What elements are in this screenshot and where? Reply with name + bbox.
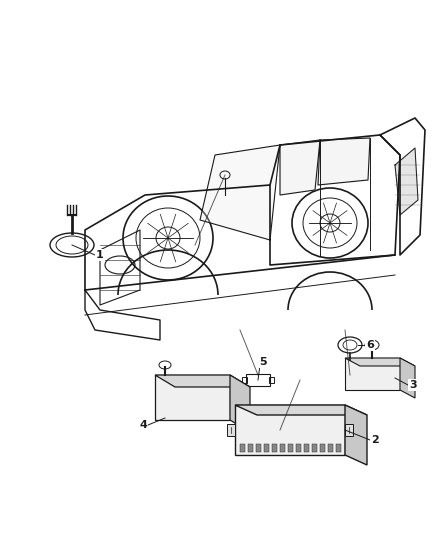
Polygon shape — [155, 375, 250, 387]
Text: 4: 4 — [139, 420, 147, 430]
Polygon shape — [318, 138, 370, 185]
Bar — [256, 444, 261, 452]
Bar — [312, 444, 317, 452]
Text: 5: 5 — [259, 357, 267, 367]
Bar — [345, 358, 400, 390]
Bar — [280, 444, 285, 452]
Text: 2: 2 — [371, 435, 379, 445]
Bar — [240, 444, 245, 452]
Bar — [155, 375, 230, 420]
Bar — [345, 424, 353, 436]
Polygon shape — [235, 405, 367, 415]
Text: 6: 6 — [366, 340, 374, 350]
Bar — [336, 444, 341, 452]
Text: 3: 3 — [409, 380, 417, 390]
Polygon shape — [395, 148, 418, 215]
Bar — [227, 424, 235, 436]
Polygon shape — [230, 375, 250, 432]
Polygon shape — [400, 358, 415, 398]
Bar — [272, 444, 277, 452]
Polygon shape — [345, 358, 415, 366]
Bar — [304, 444, 309, 452]
Polygon shape — [280, 140, 320, 195]
Polygon shape — [200, 145, 280, 240]
Polygon shape — [345, 405, 367, 465]
Bar — [264, 444, 269, 452]
Bar — [248, 444, 253, 452]
Text: 1: 1 — [96, 250, 104, 260]
Bar — [246, 374, 270, 386]
Bar — [242, 377, 247, 383]
Bar — [328, 444, 333, 452]
Bar — [296, 444, 301, 452]
Bar — [320, 444, 325, 452]
Bar — [235, 405, 345, 455]
Bar — [288, 444, 293, 452]
Bar — [269, 377, 274, 383]
